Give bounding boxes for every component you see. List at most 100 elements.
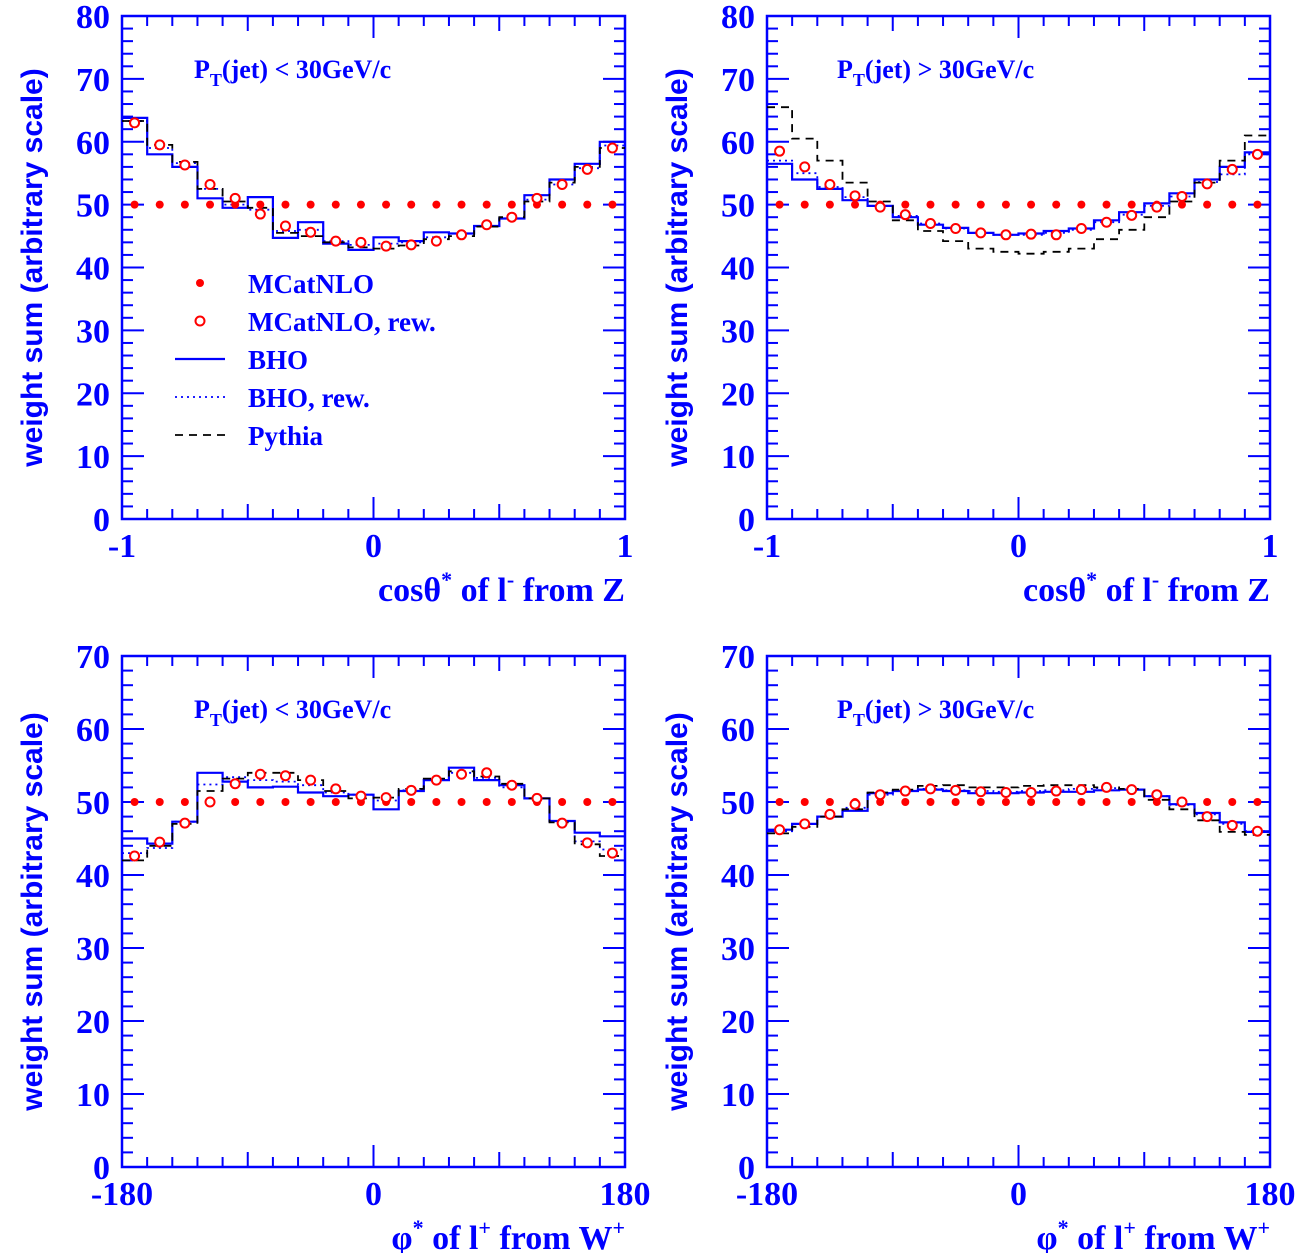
point-mcatnlo (231, 798, 240, 806)
point-mcatnlo (1077, 798, 1086, 806)
point-mcatnlo (1027, 200, 1036, 209)
point-mcatnlo (825, 200, 834, 209)
point-mcatnlo-rew (129, 850, 141, 862)
point-mcatnlo-rew (1126, 784, 1138, 796)
point-mcatnlo-rew (824, 179, 836, 191)
y-tick-label: 60 (76, 712, 110, 749)
legend-label: BHO (248, 345, 308, 375)
point-mcatnlo (206, 200, 215, 209)
x-axis-title: φ* of l+ from W+ (1036, 1215, 1270, 1253)
y-tick-label: 0 (93, 502, 110, 539)
point-mcatnlo-rew (1025, 787, 1037, 799)
point-mcatnlo-rew (606, 142, 618, 154)
point-mcatnlo-rew (899, 209, 911, 221)
point-mcatnlo-rew (330, 235, 342, 247)
point-mcatnlo-rew (430, 774, 442, 786)
point-mcatnlo (130, 200, 139, 209)
x-tick-label: -180 (91, 1176, 153, 1213)
x-axis-title: cosθ* of l- from Z (1023, 567, 1270, 609)
x-tick-label: 0 (1010, 528, 1027, 565)
y-tick-label: 10 (76, 1077, 110, 1114)
x-tick-label: 1 (1262, 528, 1279, 565)
point-mcatnlo-rew (950, 784, 962, 796)
point-mcatnlo (1127, 798, 1136, 806)
y-tick-label: 10 (76, 439, 110, 476)
point-mcatnlo-rew (380, 792, 392, 804)
point-mcatnlo (256, 798, 265, 806)
y-tick-label: 60 (721, 712, 755, 749)
point-mcatnlo (356, 200, 365, 209)
legend: MCatNLO MCatNLO, rew. BHO BHO, rew. Pythia (175, 269, 436, 451)
panel-annotation: PT(jet) < 30GeV/c (194, 55, 391, 90)
point-mcatnlo-rew (405, 784, 417, 796)
y-tick-label: 50 (76, 785, 110, 822)
point-mcatnlo-rew (1050, 785, 1062, 797)
point-mcatnlo-rew (1176, 796, 1188, 808)
point-mcatnlo (1253, 798, 1262, 806)
point-mcatnlo (407, 200, 416, 209)
x-tick-label: 0 (1010, 1176, 1027, 1213)
point-mcatnlo-rew (1101, 781, 1113, 793)
point-mcatnlo-rew (1251, 825, 1263, 837)
point-mcatnlo (180, 798, 189, 806)
point-mcatnlo-rew (1226, 163, 1238, 175)
y-tick-label: 20 (76, 1004, 110, 1041)
point-mcatnlo-rew (774, 145, 786, 157)
point-mcatnlo-rew (950, 223, 962, 235)
point-mcatnlo-rew (279, 770, 291, 782)
point-mcatnlo-rew (456, 229, 468, 241)
point-mcatnlo-rew (531, 792, 543, 804)
point-mcatnlo (901, 200, 910, 209)
plot-frame (765, 654, 1272, 1169)
point-mcatnlo (281, 200, 290, 209)
y-tick-label: 30 (76, 313, 110, 350)
point-mcatnlo (507, 798, 516, 806)
x-axis-title: φ* of l+ from W+ (391, 1215, 625, 1253)
point-mcatnlo-rew (405, 239, 417, 251)
plot-frame (765, 14, 1272, 521)
y-tick-label: 10 (721, 1077, 755, 1114)
point-mcatnlo (432, 798, 441, 806)
point-mcatnlo-rew (824, 808, 836, 820)
point-mcatnlo (1052, 798, 1061, 806)
point-mcatnlo (407, 798, 416, 806)
point-mcatnlo-rew (874, 789, 886, 801)
point-mcatnlo (800, 798, 809, 806)
point-mcatnlo (1203, 798, 1212, 806)
point-mcatnlo-rew (1050, 229, 1062, 241)
point-mcatnlo-rew (1251, 148, 1263, 160)
legend-label: Pythia (248, 421, 324, 451)
plot-frame (120, 654, 627, 1169)
y-tick-label: 50 (721, 188, 755, 225)
y-tick-label: 30 (721, 313, 755, 350)
point-mcatnlo-rew (254, 208, 266, 220)
point-mcatnlo (382, 200, 391, 209)
point-mcatnlo (1102, 798, 1111, 806)
point-mcatnlo (256, 200, 265, 209)
point-mcatnlo (775, 798, 784, 806)
point-mcatnlo (1228, 798, 1237, 806)
point-mcatnlo-rew (606, 847, 618, 859)
y-tick-label: 0 (93, 1150, 110, 1187)
point-mcatnlo-rew (254, 768, 266, 780)
x-tick-label: 0 (365, 1176, 382, 1213)
point-mcatnlo (306, 200, 315, 209)
point-mcatnlo-rew (581, 837, 593, 849)
point-mcatnlo-rew (1075, 784, 1087, 796)
point-mcatnlo-rew (581, 163, 593, 175)
x-tick-label: 1 (617, 528, 634, 565)
point-mcatnlo (331, 200, 340, 209)
point-mcatnlo-rew (924, 783, 936, 795)
y-tick-label: 40 (76, 251, 110, 288)
point-mcatnlo-rew (129, 117, 141, 129)
point-mcatnlo (1001, 798, 1010, 806)
panel-annotation: PT(jet) > 30GeV/c (837, 55, 1034, 90)
x-tick-label: 180 (600, 1176, 651, 1213)
y-tick-label: 40 (721, 858, 755, 895)
point-mcatnlo (130, 798, 139, 806)
y-tick-label: 40 (76, 858, 110, 895)
point-mcatnlo (1203, 200, 1212, 209)
point-mcatnlo (926, 798, 935, 806)
